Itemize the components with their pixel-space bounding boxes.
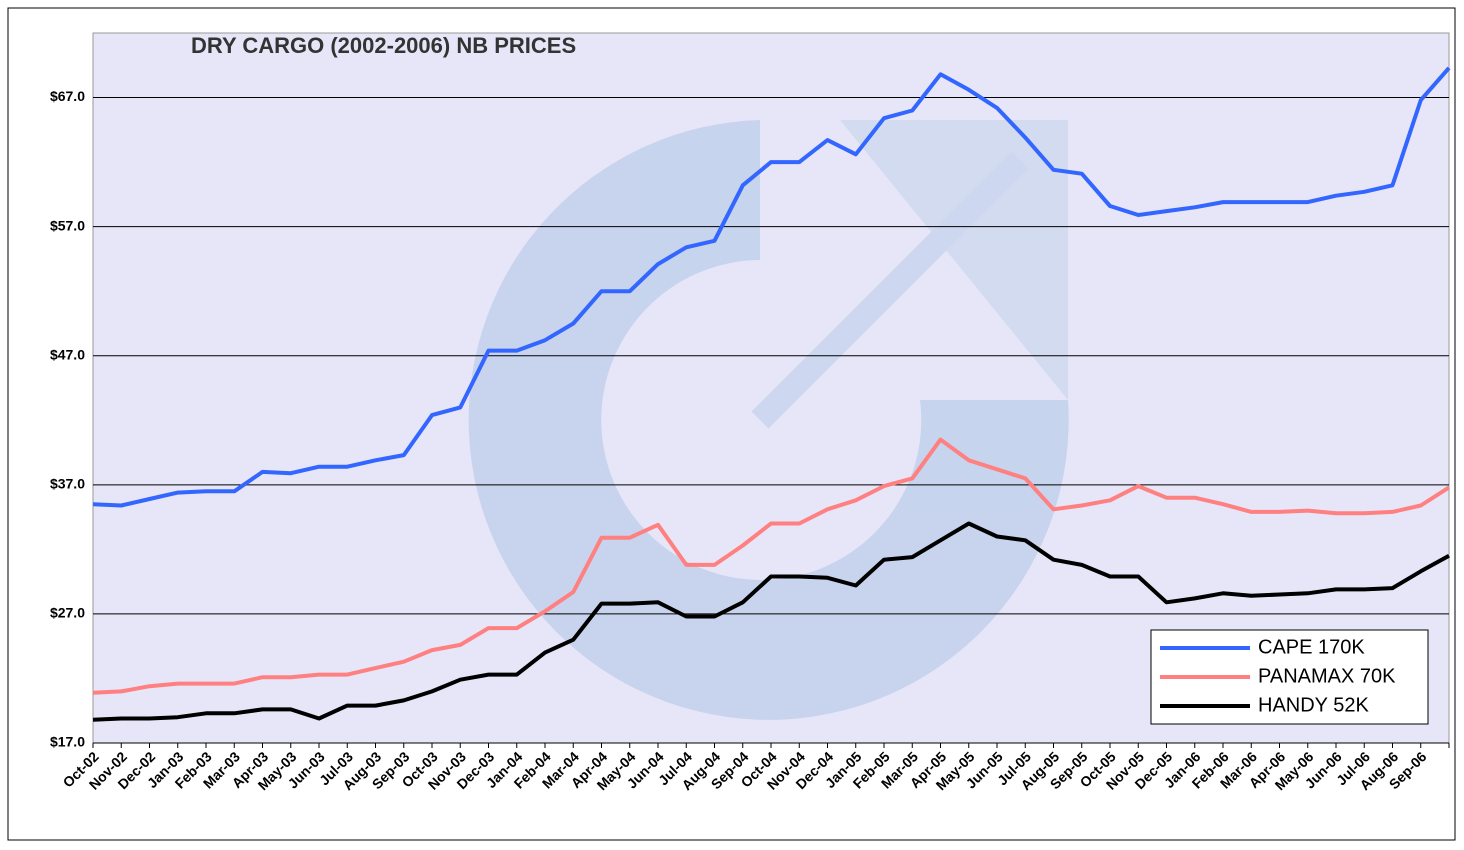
watermark (468, 120, 1069, 720)
y-tick-label: $57.0 (50, 217, 85, 233)
chart-title: DRY CARGO (2002-2006) NB PRICES (191, 33, 576, 58)
legend-label: CAPE 170K (1258, 636, 1365, 658)
legend-label: PANAMAX 70K (1258, 665, 1396, 687)
y-tick-label: $37.0 (50, 476, 85, 492)
y-tick-label: $17.0 (50, 734, 85, 750)
legend: CAPE 170K PANAMAX 70K HANDY 52K (1150, 629, 1429, 725)
plot-area (92, 32, 1450, 744)
series-line (92, 521, 1450, 722)
series-line (92, 437, 1451, 695)
legend-label: HANDY 52K (1258, 694, 1369, 716)
series-line (92, 66, 1451, 508)
y-tick-label: $67.0 (50, 88, 85, 104)
y-tick-label: $47.0 (50, 346, 85, 362)
y-tick-label: $27.0 (50, 605, 85, 621)
